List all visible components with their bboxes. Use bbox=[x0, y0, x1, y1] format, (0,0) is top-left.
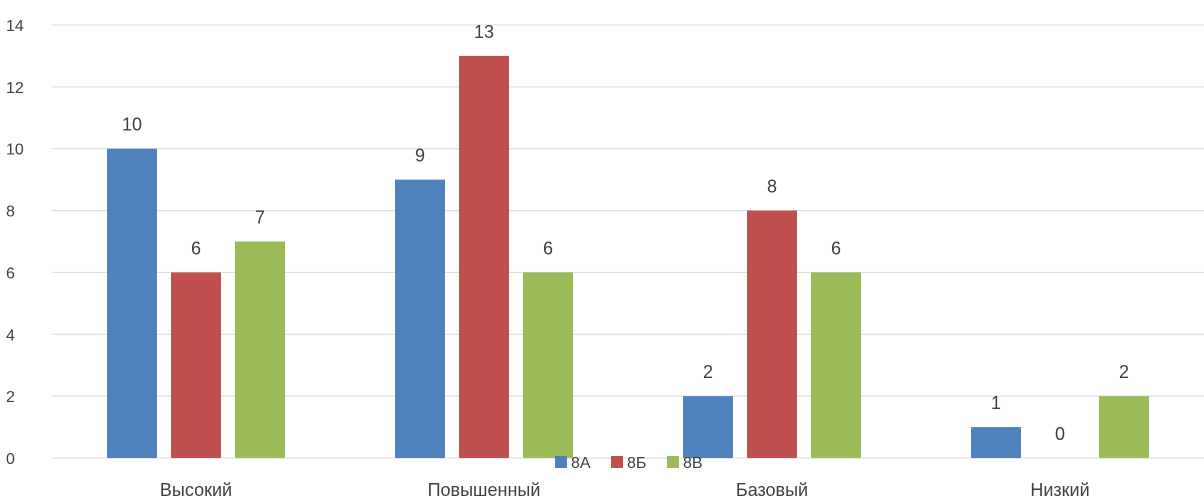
bar-8В-Высокий bbox=[235, 241, 285, 458]
x-axis: Высокий Повышенный Базовый Низкий bbox=[160, 480, 1090, 499]
data-label: 0 bbox=[1055, 424, 1065, 444]
legend-label: 8Б bbox=[627, 455, 646, 472]
data-label: 10 bbox=[122, 115, 142, 135]
y-tick-label: 12 bbox=[6, 80, 24, 97]
data-label: 9 bbox=[415, 146, 425, 166]
legend-swatch bbox=[611, 456, 623, 468]
data-label: 6 bbox=[543, 238, 553, 258]
x-tick-label: Высокий bbox=[160, 480, 232, 499]
bars bbox=[107, 55, 1149, 459]
bar-8А-Низкий bbox=[971, 427, 1021, 458]
legend-swatch bbox=[667, 456, 679, 468]
bar-8Б-Базовый bbox=[747, 210, 797, 458]
y-tick-label: 2 bbox=[6, 389, 15, 406]
gridlines bbox=[52, 24, 1204, 459]
y-tick-label: 4 bbox=[6, 327, 15, 344]
data-label: 7 bbox=[255, 208, 265, 228]
legend-label: 8А bbox=[571, 455, 591, 472]
bar-8А-Базовый bbox=[683, 396, 733, 458]
data-label: 2 bbox=[1119, 362, 1129, 382]
bar-8В-Базовый bbox=[811, 272, 861, 458]
y-tick-label: 8 bbox=[6, 204, 15, 221]
y-tick-label: 0 bbox=[6, 451, 15, 468]
legend-label: 8В bbox=[683, 455, 703, 472]
bar-8Б-Высокий bbox=[171, 272, 221, 458]
data-label: 13 bbox=[474, 22, 494, 42]
data-label: 2 bbox=[703, 362, 713, 382]
bar-8В-Низкий bbox=[1099, 396, 1149, 458]
x-tick-label: Повышенный bbox=[428, 480, 541, 499]
data-label: 6 bbox=[191, 238, 201, 258]
bar-8А-Повышенный bbox=[395, 179, 445, 458]
y-tick-label: 6 bbox=[6, 265, 15, 282]
legend: 8А 8Б 8В bbox=[555, 455, 703, 472]
y-tick-label: 14 bbox=[6, 18, 24, 35]
x-tick-label: Низкий bbox=[1030, 480, 1089, 499]
data-label: 6 bbox=[831, 238, 841, 258]
y-tick-label: 10 bbox=[6, 142, 24, 159]
bar-8В-Повышенный bbox=[523, 272, 573, 458]
bar-8Б-Повышенный bbox=[459, 55, 509, 459]
data-label: 1 bbox=[991, 393, 1001, 413]
bar-8А-Высокий bbox=[107, 148, 157, 458]
legend-swatch bbox=[555, 456, 567, 468]
data-label: 8 bbox=[767, 177, 777, 197]
y-axis: 0 2 4 6 8 10 12 14 bbox=[6, 18, 24, 468]
x-tick-label: Базовый bbox=[736, 480, 808, 499]
